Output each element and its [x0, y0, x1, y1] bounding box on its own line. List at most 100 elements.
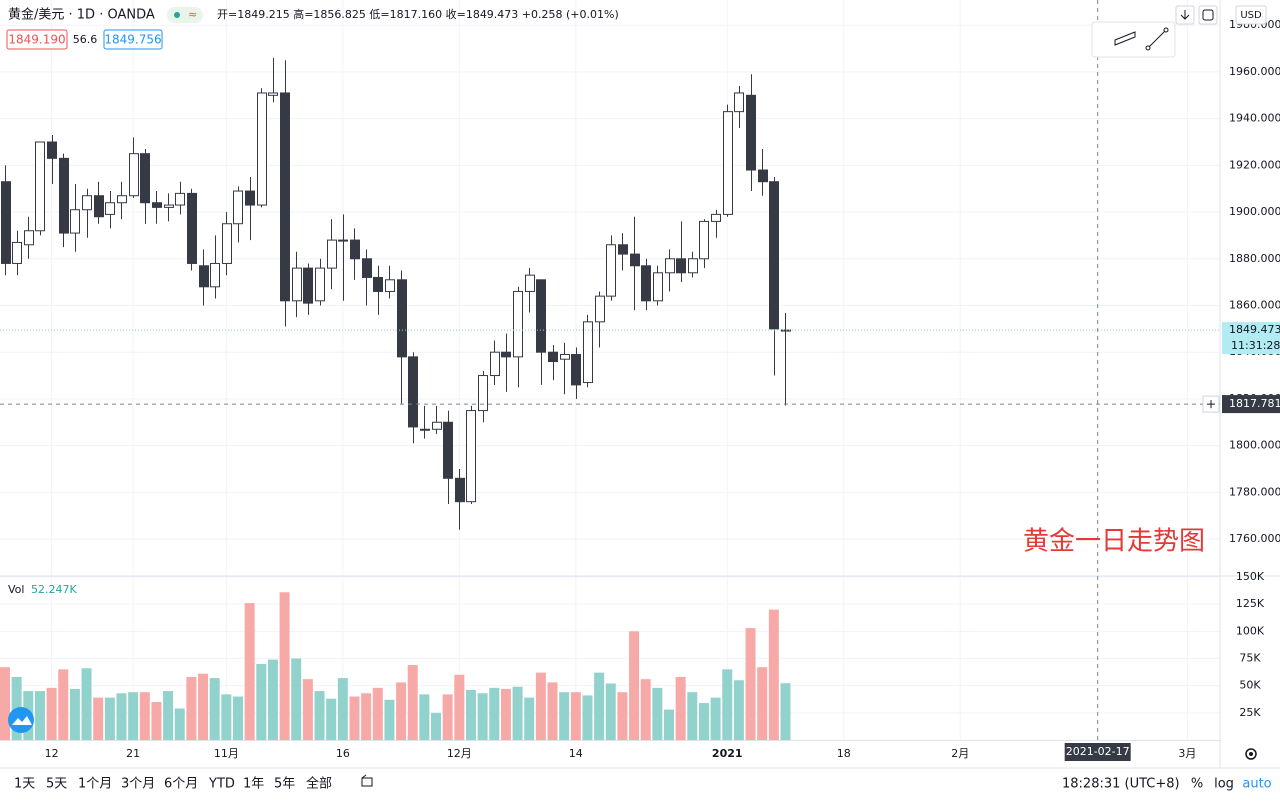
volume-bar	[489, 687, 500, 740]
candle-body	[385, 279, 395, 292]
ask: 1849.756	[104, 33, 161, 47]
range-button[interactable]: YTD	[208, 777, 235, 792]
reset-button[interactable]	[1198, 5, 1218, 25]
volume-bar	[431, 712, 442, 740]
volume-bar	[34, 691, 45, 740]
range-button[interactable]: 5天	[46, 777, 67, 792]
candle-body	[59, 157, 69, 234]
channel-tool[interactable]	[1114, 31, 1136, 46]
x-tick-label: 18	[837, 747, 851, 760]
volume-bar	[267, 659, 278, 740]
volume-bar	[512, 686, 523, 740]
range-button[interactable]: 1个月	[78, 777, 112, 792]
range-button[interactable]: 1年	[243, 777, 264, 792]
volume-bar	[722, 669, 733, 740]
candle-body	[257, 92, 267, 206]
candle-body	[117, 195, 127, 204]
crosshair-price: 1817.781	[1229, 397, 1280, 410]
trendline-point	[1145, 45, 1151, 51]
volume-bar	[780, 683, 791, 740]
volume-bar	[757, 667, 768, 740]
range-button[interactable]: 5年	[274, 777, 295, 792]
candle-body	[734, 92, 744, 113]
percent-toggle[interactable]: %	[1191, 777, 1203, 792]
x-tick-label: 16	[336, 747, 350, 760]
volume-bar	[128, 692, 139, 740]
crosshair-plus	[1207, 400, 1215, 409]
arrow-icon	[1180, 10, 1190, 20]
volume-bar	[209, 678, 220, 740]
volume-bar	[407, 665, 418, 740]
volume-bar	[198, 673, 209, 740]
y-tick-label: 1860.000	[1229, 298, 1280, 311]
volume-bar	[186, 676, 197, 740]
candle-body	[164, 204, 174, 208]
candle-body	[152, 202, 162, 208]
volume-bar	[442, 694, 453, 740]
candle-body	[641, 265, 651, 302]
candle-body	[24, 230, 34, 246]
candle-body	[292, 267, 302, 302]
volume-bar	[174, 708, 185, 740]
candle-body	[268, 92, 278, 96]
volume-bar	[139, 692, 150, 740]
compare-icon[interactable]	[361, 774, 373, 787]
logo[interactable]	[8, 707, 34, 733]
range-button[interactable]: 3个月	[121, 777, 155, 792]
volume-bar	[116, 693, 127, 740]
last-price-tag	[1222, 322, 1280, 355]
volume-bar	[768, 609, 779, 740]
candle-body	[187, 192, 197, 264]
candle-body	[432, 421, 442, 430]
candle-body	[490, 351, 500, 377]
range-button[interactable]: 1天	[14, 777, 35, 792]
volume-bar	[0, 667, 11, 740]
candle-body	[676, 258, 686, 274]
trendline-tool[interactable]	[1147, 29, 1167, 49]
volume-bar	[69, 688, 80, 740]
volume-bar	[640, 679, 651, 740]
volume-bar	[547, 682, 558, 740]
log-toggle[interactable]: log	[1214, 777, 1234, 792]
volume-bar	[687, 692, 698, 740]
y-tick-label: 1960.000	[1229, 65, 1280, 78]
volume-bar	[454, 674, 465, 740]
countdown: 11:31:28	[1231, 339, 1280, 352]
range-button[interactable]: 全部	[306, 776, 332, 792]
auto-toggle[interactable]: auto	[1242, 777, 1271, 792]
candle-body	[222, 223, 232, 264]
volume-bar	[524, 697, 535, 740]
candle-body	[548, 351, 558, 363]
range-button[interactable]: 6个月	[164, 777, 198, 792]
candle-body	[630, 253, 640, 267]
candle-body	[699, 220, 709, 260]
vol-tick-label: 150K	[1236, 570, 1265, 583]
volume-bar	[652, 687, 663, 740]
volume-bar	[535, 672, 546, 740]
y-tick-label: 1760.000	[1229, 532, 1280, 545]
settings-icon[interactable]	[1245, 748, 1257, 760]
volume-bar	[675, 676, 686, 740]
x-tick-label: 21	[126, 747, 140, 760]
bid-box[interactable]	[6, 29, 68, 50]
volume-bar	[326, 698, 337, 740]
candle-body	[466, 410, 476, 503]
volume-bar	[384, 699, 395, 740]
currency-button[interactable]	[1235, 5, 1267, 25]
candle-body	[327, 239, 337, 269]
volume-bar	[244, 603, 255, 740]
candle-body	[478, 375, 488, 412]
ask-box[interactable]	[103, 29, 163, 50]
annotation: 黄金一日走势图	[1023, 527, 1205, 557]
x-tick-label: 11月	[214, 747, 239, 760]
candle-body	[199, 265, 209, 288]
volume-bar	[81, 668, 92, 740]
volume-bar	[58, 669, 69, 740]
volume-value: 52.247K	[31, 583, 77, 596]
candle-body	[501, 351, 511, 358]
candle-body	[362, 258, 372, 278]
volume-bar	[617, 692, 628, 740]
candle-body	[397, 279, 407, 358]
candle-body	[35, 141, 45, 232]
x-tick-label: 2月	[951, 747, 969, 760]
